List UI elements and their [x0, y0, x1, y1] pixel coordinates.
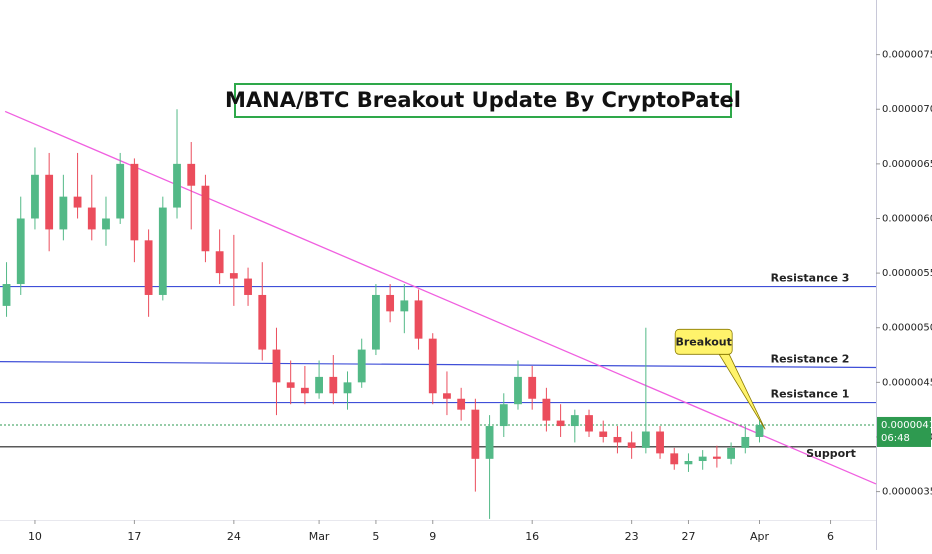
- last-price-box: [877, 416, 931, 447]
- candle-body: [499, 404, 508, 427]
- x-tick-label: 5: [372, 530, 379, 543]
- level-label: Resistance 1: [771, 388, 850, 401]
- candle-body: [372, 294, 380, 350]
- candle-body: [684, 461, 693, 465]
- candle-body: [641, 431, 650, 448]
- candle-body: [130, 163, 139, 241]
- chart-title: MANA/BTC Breakout Update By CryptoPatel: [225, 88, 741, 112]
- candle-body: [300, 387, 309, 394]
- candle-body: [329, 376, 338, 394]
- last-price-label: 0.00000411: [881, 420, 932, 431]
- candle-body: [741, 436, 750, 448]
- x-tick-label: Mar: [309, 530, 330, 543]
- candle-body: [627, 442, 636, 448]
- candle-body: [59, 196, 68, 230]
- candle-body: [471, 409, 480, 459]
- candle-body: [31, 174, 39, 219]
- candle-body: [229, 273, 238, 279]
- candle-body: [528, 376, 537, 399]
- candle-body: [428, 338, 437, 394]
- x-tick-label: 16: [525, 530, 539, 543]
- candle-body: [45, 174, 54, 230]
- y-tick-label: 0.00000500: [882, 323, 932, 334]
- candle-body: [755, 424, 764, 437]
- candle-body: [670, 453, 679, 465]
- candle-body: [102, 218, 110, 230]
- candle-body: [2, 284, 11, 306]
- candle-body: [258, 294, 267, 350]
- candle-body: [286, 382, 295, 388]
- title-box: [234, 83, 732, 118]
- candle-body: [144, 240, 153, 295]
- candle-body: [158, 207, 167, 295]
- annotation-text: Breakout: [676, 335, 732, 348]
- trendline: [4, 110, 877, 485]
- y-tick-label: 0.00000600: [882, 213, 932, 224]
- plot: [0, 109, 877, 519]
- level-label: Resistance 2: [771, 352, 850, 365]
- y-tick-label: 0.00000550: [882, 268, 932, 279]
- candle-body: [698, 456, 707, 462]
- y-tick-label: 0.00000750: [882, 50, 932, 61]
- x-tick-label: 23: [625, 530, 639, 543]
- x-tick-label: Apr: [750, 530, 770, 543]
- candle-body: [272, 349, 281, 383]
- candle-body: [400, 300, 409, 312]
- x-tick-label: 17: [127, 530, 141, 543]
- x-tick-label: 24: [227, 530, 241, 543]
- x-tick-label: 9: [429, 530, 436, 543]
- candle-body: [386, 294, 395, 312]
- candle-body: [599, 431, 608, 437]
- candle-body: [116, 163, 125, 219]
- candle-body: [485, 426, 494, 459]
- candle-body: [187, 163, 196, 186]
- candle-body: [443, 393, 451, 399]
- candle-body: [585, 415, 593, 432]
- x-tick-label: 10: [28, 530, 42, 543]
- candle-body: [656, 431, 664, 454]
- candle-body: [414, 300, 423, 339]
- candle-body: [215, 251, 224, 274]
- candle-body: [201, 185, 210, 252]
- candle-body: [87, 207, 96, 230]
- y-tick-label: 0.00000700: [882, 104, 932, 115]
- candle-body: [357, 349, 366, 383]
- candle-body: [315, 376, 323, 394]
- candle-body: [16, 218, 25, 285]
- candle-body: [244, 278, 252, 295]
- candle-body: [570, 415, 579, 427]
- candle-body: [542, 398, 551, 421]
- y-tick-label: 0.00000650: [882, 159, 932, 170]
- candle-body: [556, 420, 565, 427]
- candle-body: [343, 382, 352, 394]
- y-tick-label: 0.00000450: [882, 377, 932, 388]
- countdown-label: 06:48: [881, 433, 910, 444]
- level-label: Support: [806, 447, 856, 460]
- level-label: Resistance 3: [771, 272, 850, 285]
- annotation-box: [674, 328, 733, 355]
- y-tick-label: 0.00000350: [882, 487, 932, 498]
- candle-body: [457, 398, 466, 410]
- x-tick-label: 6: [827, 530, 834, 543]
- candle-body: [727, 447, 735, 459]
- candle-body: [73, 196, 82, 208]
- x-tick-label: 27: [681, 530, 695, 543]
- candle-body: [173, 163, 181, 208]
- candle-body: [613, 436, 622, 443]
- candle-body: [712, 456, 721, 459]
- candle-body: [514, 376, 522, 405]
